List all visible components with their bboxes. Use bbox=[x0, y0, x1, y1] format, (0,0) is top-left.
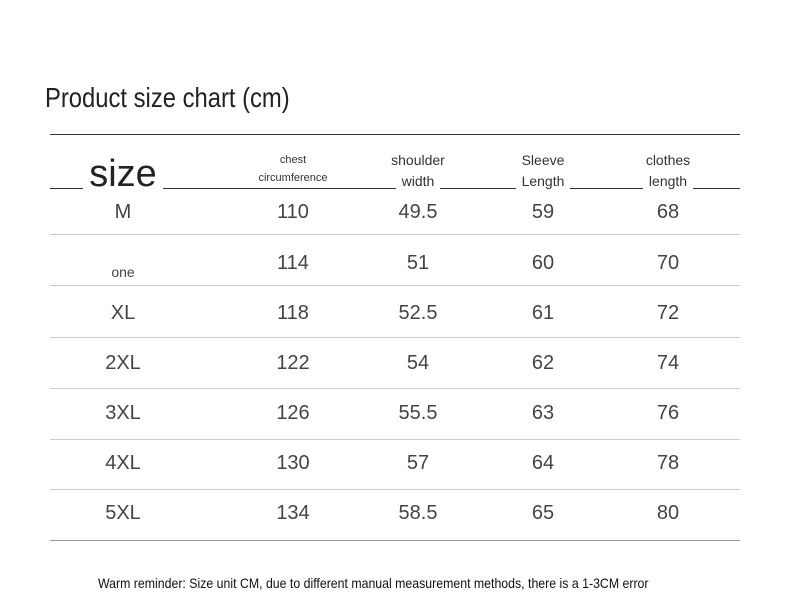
measurement: 63 bbox=[531, 402, 555, 424]
measurement: 110 bbox=[277, 201, 309, 223]
measurement: 49.5 bbox=[398, 201, 438, 223]
size-label: 4XL bbox=[105, 452, 141, 474]
header-text: Sleeve bbox=[515, 150, 571, 171]
title: Product size chart (cm) bbox=[45, 82, 290, 113]
column-header: chest circumference bbox=[233, 150, 353, 186]
header-text: clothes bbox=[639, 150, 697, 171]
measurement: 114 bbox=[277, 252, 309, 274]
row-rule bbox=[50, 540, 740, 541]
row-rule bbox=[50, 337, 740, 338]
measurement: 74 bbox=[656, 352, 680, 374]
measurement: 118 bbox=[277, 302, 309, 324]
measurement: 58.5 bbox=[398, 502, 438, 524]
size-label: M bbox=[114, 201, 132, 223]
measurement: 59 bbox=[531, 201, 555, 223]
size-label: 2XL bbox=[105, 352, 141, 374]
measurement: 60 bbox=[531, 252, 555, 274]
measurement: 76 bbox=[656, 402, 680, 424]
header-text: width bbox=[395, 171, 441, 192]
size-label: 5XL bbox=[105, 502, 141, 524]
measurement: 52.5 bbox=[398, 302, 438, 324]
measurement: 68 bbox=[656, 201, 680, 223]
measurement: 130 bbox=[276, 452, 310, 474]
measurement: 122 bbox=[276, 352, 310, 374]
measurement: 61 bbox=[531, 302, 555, 324]
row-rule bbox=[50, 234, 740, 235]
row-rule bbox=[50, 388, 740, 389]
measurement: 72 bbox=[656, 302, 680, 324]
size-label: XL bbox=[110, 302, 136, 324]
measurement: 54 bbox=[406, 352, 430, 374]
size-label: one bbox=[111, 264, 135, 280]
header-text: circumference bbox=[252, 170, 334, 186]
column-header: size bbox=[63, 152, 183, 196]
header-text: size bbox=[83, 152, 163, 196]
header-text: shoulder bbox=[385, 150, 451, 171]
measurement: 64 bbox=[531, 452, 555, 474]
measurement: 70 bbox=[656, 252, 680, 274]
row-rule bbox=[50, 489, 740, 490]
measurement: 55.5 bbox=[398, 402, 438, 424]
column-header: Sleeve Length bbox=[483, 150, 603, 192]
column-header: shoulder width bbox=[358, 150, 478, 192]
measurement: 62 bbox=[531, 352, 555, 374]
measurement: 78 bbox=[656, 452, 680, 474]
measurement: 126 bbox=[276, 402, 310, 424]
measurement: 134 bbox=[276, 502, 310, 524]
header-text: Length bbox=[515, 171, 571, 192]
measurement: 51 bbox=[406, 252, 430, 274]
header-rule bbox=[50, 188, 740, 189]
warm-reminder: Warm reminder: Size unit CM, due to diff… bbox=[98, 575, 649, 591]
row-rule bbox=[50, 439, 740, 440]
measurement: 65 bbox=[531, 502, 555, 524]
top-rule bbox=[50, 134, 740, 135]
column-header: clothes length bbox=[608, 150, 728, 192]
header-text: chest bbox=[273, 152, 313, 168]
size-label: 3XL bbox=[105, 402, 141, 424]
measurement: 80 bbox=[656, 502, 680, 524]
row-rule bbox=[50, 285, 740, 286]
header-text: length bbox=[642, 171, 694, 192]
measurement: 57 bbox=[406, 452, 430, 474]
